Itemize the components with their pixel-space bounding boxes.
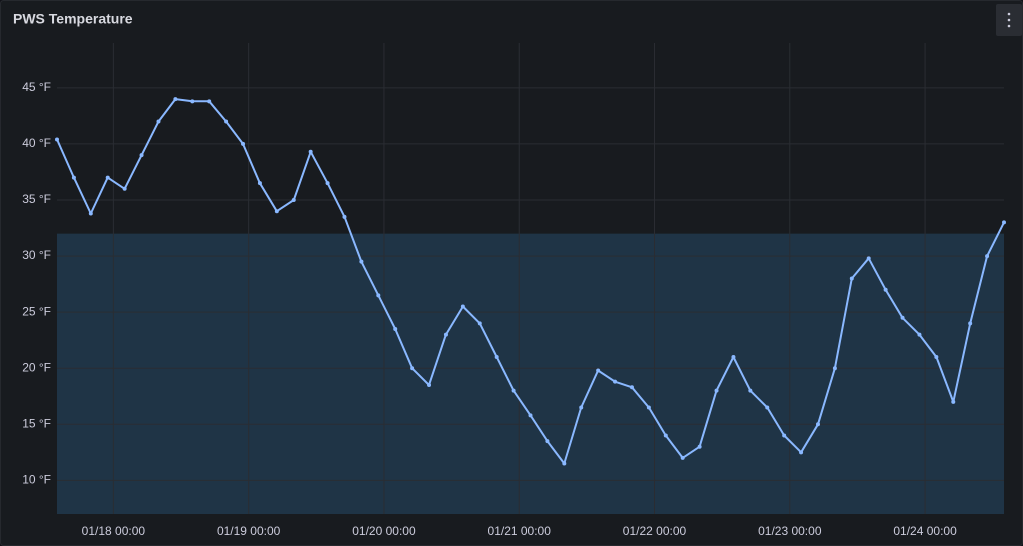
data-point: [748, 388, 753, 393]
data-point: [257, 181, 262, 186]
data-point: [241, 141, 246, 146]
menu-dot: [1007, 18, 1011, 22]
data-point: [443, 332, 448, 337]
data-point: [528, 413, 533, 418]
data-point: [985, 254, 990, 259]
data-point: [224, 119, 229, 124]
data-point: [968, 321, 973, 326]
data-point: [410, 366, 415, 371]
data-point: [579, 405, 584, 410]
threshold-area: [57, 233, 1004, 514]
data-point: [714, 388, 719, 393]
panel-menu[interactable]: [996, 4, 1022, 36]
data-point: [1002, 220, 1006, 225]
x-tick-label: 01/23 00:00: [758, 524, 822, 538]
y-tick-label: 45 °F: [22, 80, 51, 94]
data-point: [697, 444, 702, 449]
data-point: [105, 175, 110, 180]
data-point: [511, 388, 516, 393]
x-tick-label: 01/19 00:00: [217, 524, 281, 538]
data-point: [190, 99, 195, 104]
data-point: [477, 321, 482, 326]
y-tick-label: 25 °F: [22, 304, 51, 318]
data-point: [359, 259, 364, 264]
data-point: [342, 214, 347, 219]
data-point: [562, 461, 567, 466]
data-point: [596, 368, 601, 373]
data-point: [866, 256, 871, 261]
data-point: [917, 332, 922, 337]
data-point: [393, 326, 398, 331]
y-tick-label: 15 °F: [22, 416, 51, 430]
data-point: [629, 385, 634, 390]
x-tick-label: 01/24 00:00: [893, 524, 957, 538]
data-point: [832, 366, 837, 371]
data-point: [934, 355, 939, 359]
x-tick-label: 01/18 00:00: [82, 524, 146, 538]
data-point: [376, 293, 381, 298]
data-point: [325, 181, 330, 186]
x-tick-label: 01/20 00:00: [352, 524, 416, 538]
data-point: [460, 304, 465, 309]
data-point: [88, 211, 93, 216]
data-point: [207, 99, 212, 104]
data-point: [156, 119, 161, 124]
y-tick-label: 20 °F: [22, 360, 51, 374]
y-tick-label: 30 °F: [22, 248, 51, 262]
y-tick-label: 10 °F: [22, 473, 51, 487]
data-point: [883, 287, 888, 292]
plot: 10 °F 15 °F 20 °F 25 °F 30 °F 35 °F 40 °F 45 °F…: [22, 43, 1006, 538]
data-point: [849, 276, 854, 281]
y-tick-label: 40 °F: [22, 136, 51, 150]
data-point: [815, 422, 820, 427]
data-point: [680, 455, 685, 460]
data-point: [731, 355, 736, 359]
y-tick-label: 35 °F: [22, 192, 51, 206]
data-point: [274, 209, 279, 214]
data-point: [799, 450, 804, 455]
panel-title: PWS Temperature: [13, 11, 133, 27]
data-point: [765, 405, 770, 410]
menu-dot: [1007, 12, 1011, 16]
data-point: [494, 355, 499, 359]
data-point: [613, 379, 618, 384]
data-point: [900, 315, 905, 320]
data-point: [308, 149, 313, 154]
data-point: [951, 399, 956, 404]
data-point: [122, 186, 127, 191]
x-tick-label: 01/21 00:00: [488, 524, 552, 538]
x-tick-label: 01/22 00:00: [623, 524, 687, 538]
data-point: [71, 175, 76, 180]
data-point: [55, 137, 59, 142]
data-point: [782, 433, 787, 438]
data-point: [291, 198, 296, 202]
data-point: [646, 405, 651, 410]
data-point: [173, 97, 178, 102]
menu-dot: [1007, 24, 1011, 28]
data-point: [427, 383, 432, 388]
data-point: [545, 439, 550, 444]
data-point: [139, 153, 144, 158]
data-point: [663, 433, 668, 438]
